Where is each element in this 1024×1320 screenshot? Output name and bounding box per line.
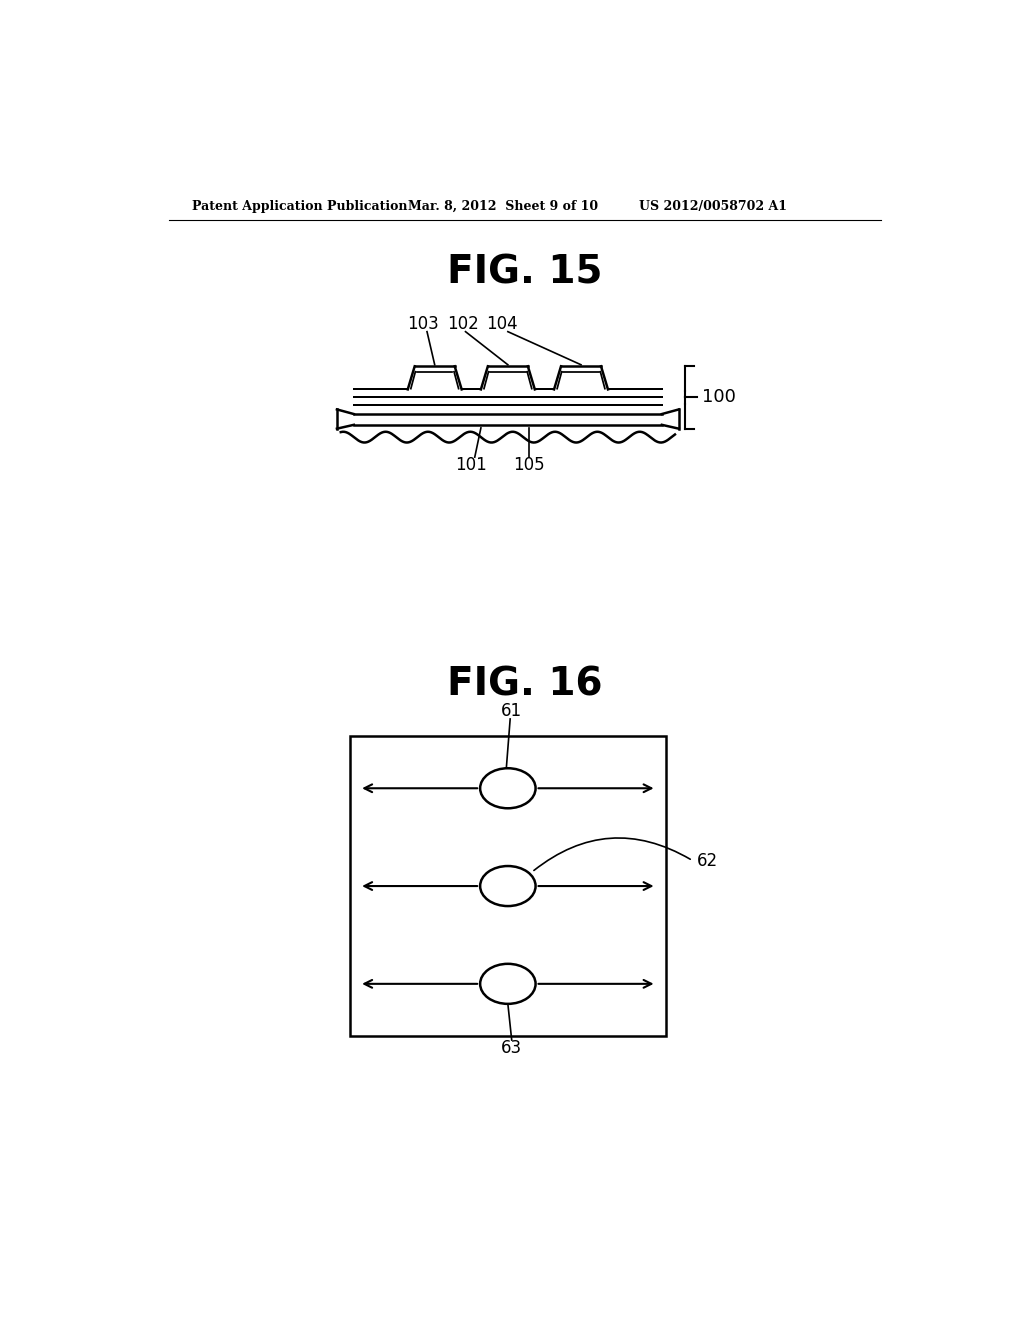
Text: 100: 100 bbox=[701, 388, 736, 407]
Text: Mar. 8, 2012  Sheet 9 of 10: Mar. 8, 2012 Sheet 9 of 10 bbox=[408, 199, 598, 213]
Text: 101: 101 bbox=[455, 455, 486, 474]
Bar bbox=[350, 737, 666, 1036]
Text: US 2012/0058702 A1: US 2012/0058702 A1 bbox=[639, 199, 786, 213]
Text: FIG. 15: FIG. 15 bbox=[447, 253, 602, 292]
Ellipse shape bbox=[480, 964, 536, 1003]
Text: 62: 62 bbox=[696, 851, 718, 870]
Text: Patent Application Publication: Patent Application Publication bbox=[193, 199, 408, 213]
Text: FIG. 16: FIG. 16 bbox=[447, 665, 602, 704]
Text: 103: 103 bbox=[408, 315, 439, 333]
Text: 61: 61 bbox=[501, 702, 522, 721]
Ellipse shape bbox=[480, 768, 536, 808]
Text: 105: 105 bbox=[514, 455, 545, 474]
Text: 102: 102 bbox=[447, 315, 479, 333]
Text: 63: 63 bbox=[501, 1039, 522, 1057]
Ellipse shape bbox=[480, 866, 536, 906]
Text: 104: 104 bbox=[485, 315, 517, 333]
